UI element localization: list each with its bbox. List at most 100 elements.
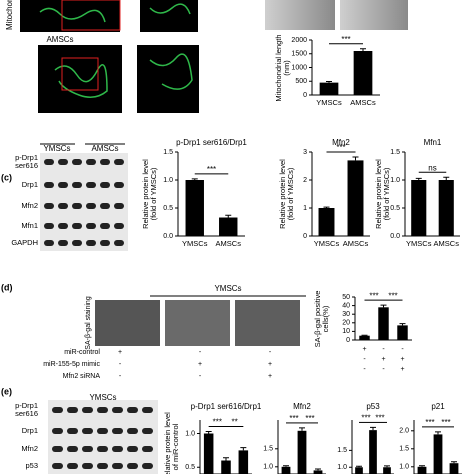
blot-band [112, 407, 123, 413]
y-tick-label: 1.0 [263, 464, 273, 471]
chart-title: p21 [431, 402, 445, 411]
bar [378, 307, 389, 340]
blot-band [82, 463, 93, 469]
bar [411, 180, 427, 236]
blot-band [52, 407, 63, 413]
condition-label: miR-control [64, 349, 100, 356]
y-tick-label: 1 [303, 205, 307, 212]
condition-sign: - [269, 349, 272, 356]
blot-band [86, 182, 96, 188]
chart-title: p-Drp1 ser616/Drp1 [176, 138, 247, 147]
blot-band [52, 463, 63, 469]
bar [319, 82, 339, 95]
group-label: YMSCs [214, 284, 241, 293]
blot-row-label: Mfn1 [21, 221, 38, 230]
y-tick-label: 2 [303, 177, 307, 184]
panel-label: (d) [1, 282, 13, 292]
significance-label: *** [289, 414, 298, 423]
error-bar [323, 206, 330, 208]
y-axis-label: Relative protein level of miR-control [163, 412, 180, 474]
stain-image [235, 300, 300, 346]
blot-band [67, 407, 78, 413]
y-tick-label: 1.0 [163, 177, 173, 184]
significance-label: *** [341, 35, 350, 44]
y-tick-label: 0 [346, 337, 350, 344]
bar [359, 335, 370, 340]
stain-image [165, 300, 230, 346]
panel-label: (c) [1, 172, 12, 182]
blot-band [112, 428, 123, 434]
condition-label: Mfn2 siRNA [63, 373, 101, 380]
y-tick-label: 0 [303, 92, 307, 99]
blot-band [112, 446, 123, 452]
error-bar [299, 427, 305, 431]
y-tick-label: 2.0 [399, 428, 409, 435]
blot-band [82, 428, 93, 434]
condition-sign: - [199, 349, 202, 356]
bar [238, 450, 249, 474]
significance-label: *** [305, 414, 314, 423]
blot-band [52, 446, 63, 452]
x-tick-label: YMSCs [316, 98, 342, 107]
blot-band [86, 240, 96, 246]
bar [313, 470, 323, 474]
group-label: YMSCs [89, 393, 116, 402]
condition-sign: - [119, 361, 122, 368]
y-tick-label: 30 [342, 311, 350, 318]
blot-band [82, 446, 93, 452]
significance-label: *** [336, 143, 345, 152]
blot-band [72, 203, 82, 209]
error-bar [352, 156, 359, 161]
y-tick-label: 20 [342, 320, 350, 327]
error-bar [415, 177, 422, 180]
error-bar [326, 81, 332, 83]
y-tick-label: 1.5 [163, 149, 173, 156]
bar [397, 325, 408, 340]
significance-label: ** [232, 418, 238, 427]
blot-band [97, 463, 108, 469]
side-label: Mitochondria [5, 0, 14, 30]
blot-band [67, 463, 78, 469]
micrograph [20, 0, 120, 32]
panel-label: (e) [1, 386, 12, 396]
blot-row-label: p53 [25, 461, 38, 470]
blot-band [114, 223, 124, 229]
micrograph [137, 45, 199, 113]
y-tick-label: 1000 [291, 64, 307, 71]
blot-row-label: Mfn2 [21, 444, 38, 453]
y-tick-label: 10 [342, 328, 350, 335]
y-tick-label: 0.5 [185, 464, 195, 471]
significance-label: *** [388, 291, 397, 300]
y-tick-label: 0.0 [390, 233, 400, 240]
bar [221, 460, 231, 474]
y-axis-label: SA-β-gal positive cells(%) [313, 290, 330, 347]
stain-label: SA-β-gal staining [85, 296, 92, 350]
bar [383, 467, 391, 474]
blot-band [72, 223, 82, 229]
y-tick-label: 1.0 [337, 464, 347, 471]
significance-label: *** [361, 414, 370, 423]
blot-band [58, 182, 68, 188]
y-tick-label: 1.0 [185, 430, 195, 437]
y-tick-label: 40 [342, 302, 350, 309]
y-tick-label: 0.0 [163, 233, 173, 240]
condition-sign: + [381, 356, 385, 363]
group-label: AMSCs [46, 35, 73, 44]
error-bar [384, 465, 390, 468]
x-tick-label: AMSCs [434, 239, 460, 248]
bar [297, 430, 307, 474]
significance-label: ns [428, 163, 436, 172]
condition-sign: - [382, 366, 385, 373]
y-tick-label: 0.5 [390, 205, 400, 212]
y-axis-label: Relative protein level (fold of YMSCs) [141, 159, 158, 229]
blot-band [44, 159, 54, 165]
error-bar [356, 465, 362, 468]
blot-band [114, 159, 124, 165]
y-tick-label: 2000 [291, 37, 307, 44]
error-bar [443, 176, 450, 180]
blot-band [72, 240, 82, 246]
blot-band [58, 203, 68, 209]
y-tick-label: 0 [303, 233, 307, 240]
blot-band [72, 182, 82, 188]
blot-band [44, 182, 54, 188]
